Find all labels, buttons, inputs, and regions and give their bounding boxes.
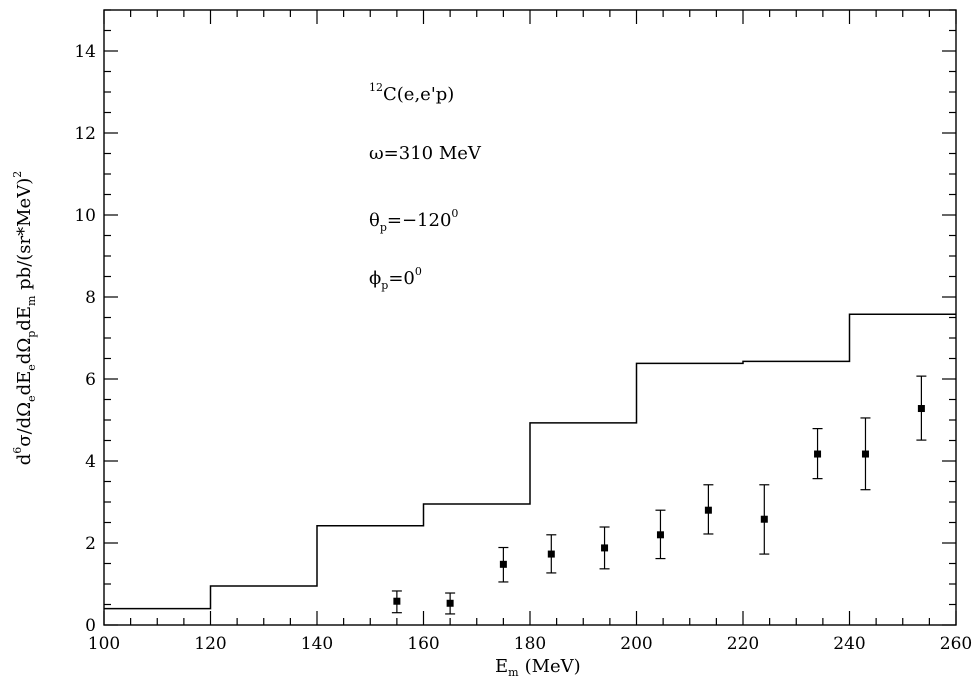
point-marker	[499, 560, 507, 568]
y-tick-label: 4	[85, 452, 96, 472]
y-label-part: dE	[14, 306, 35, 331]
x-tick-label: 200	[620, 634, 652, 654]
y-tick-label: 14	[74, 42, 96, 62]
data-point	[655, 509, 666, 560]
y-label-part: 2	[11, 171, 24, 178]
data-points	[391, 375, 927, 615]
data-point	[599, 526, 610, 570]
y-label-part: p	[25, 331, 38, 338]
step-histogram	[104, 313, 956, 610]
annotation-omega: ω=310 MeV	[369, 143, 482, 164]
x-tick-label: 260	[940, 634, 972, 654]
x-tick-label: 180	[514, 634, 546, 654]
y-tick-label: 10	[74, 206, 96, 226]
step-line	[104, 313, 956, 610]
point-marker	[547, 550, 555, 558]
point-marker	[760, 515, 768, 523]
x-tick-label: 100	[88, 634, 120, 654]
y-tick-label: 8	[85, 288, 96, 308]
y-label-part: m	[25, 295, 38, 306]
data-point	[860, 417, 871, 491]
data-point	[812, 428, 823, 480]
y-label-part: dE	[14, 371, 35, 396]
ticks-layer	[103, 9, 957, 626]
data-point	[916, 375, 927, 441]
point-marker	[917, 405, 925, 413]
point-marker	[861, 450, 869, 458]
annotation-phi: ϕp=00	[369, 265, 422, 292]
y-tick-label: 2	[85, 534, 96, 554]
y-tick-label: 12	[74, 124, 96, 144]
x-tick-label: 220	[727, 634, 759, 654]
y-label-part: σ/dΩ	[14, 402, 35, 447]
point-marker	[446, 599, 454, 607]
data-point	[759, 484, 770, 555]
data-point	[391, 590, 402, 614]
x-axis-label: Em (MeV)	[495, 656, 581, 679]
x-tick-label: 240	[833, 634, 865, 654]
y-label-part: 6	[11, 447, 24, 454]
x-tick-labels: 100 120 140 160 180 200 220 240 260	[88, 634, 972, 654]
y-label-part: e	[25, 395, 38, 402]
point-marker	[704, 506, 712, 514]
y-label-part: pb/(sr*MeV)	[14, 178, 35, 296]
y-tick-labels: 0 2 4 6 8 10 12 14	[74, 42, 96, 636]
y-label-part: d	[14, 454, 35, 466]
x-tick-label: 160	[407, 634, 439, 654]
data-point	[445, 592, 456, 615]
y-tick-label: 6	[85, 370, 96, 390]
point-marker	[814, 450, 822, 458]
y-axis-label: d6σ/dΩedEedΩpdEm pb/(sr*MeV)2	[11, 171, 38, 465]
data-point	[498, 546, 509, 583]
point-marker	[601, 544, 609, 552]
annotation-theta: θp=−1200	[369, 207, 458, 234]
x-tick-label: 120	[194, 634, 226, 654]
data-point	[703, 484, 714, 535]
y-tick-label: 0	[85, 616, 96, 636]
data-point	[546, 534, 557, 574]
x-tick-label: 140	[301, 634, 333, 654]
y-label-part: dΩ	[14, 338, 35, 364]
point-marker	[656, 531, 664, 539]
point-marker	[393, 597, 401, 605]
y-label-part: e	[25, 364, 38, 371]
annotation-reaction: 12C(e,e'p)	[369, 81, 454, 105]
plot-frame	[103, 9, 957, 626]
